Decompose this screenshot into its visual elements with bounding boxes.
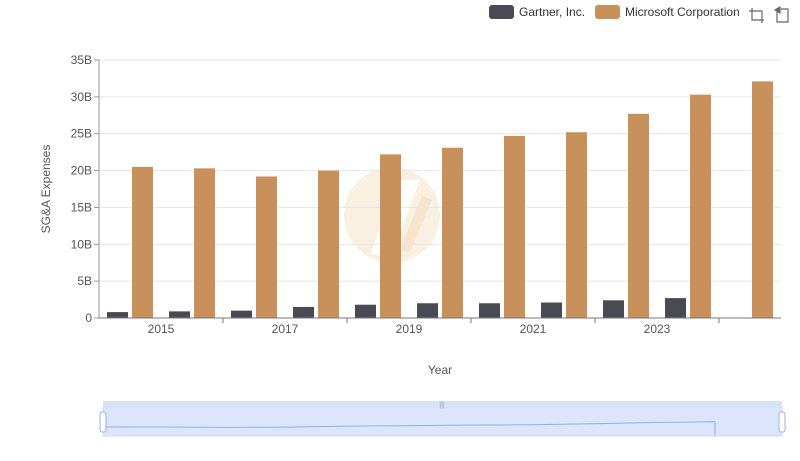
x-tick-label: 2015	[148, 322, 175, 336]
y-tick-label: 5B	[77, 274, 92, 288]
bar-gartner	[479, 303, 500, 318]
slider-handle-left[interactable]	[99, 411, 107, 433]
bars	[107, 81, 773, 319]
legend-swatch-gartner	[489, 5, 514, 19]
bar-gartner	[169, 311, 190, 318]
bar-gartner	[107, 312, 128, 318]
y-tick-label: 0	[85, 311, 92, 325]
x-tick-label: 2019	[396, 322, 423, 336]
bar-gartner	[293, 306, 314, 318]
x-tick-label: 2021	[520, 322, 547, 336]
restore-icon[interactable]	[773, 5, 789, 23]
bar-microsoft	[318, 170, 339, 318]
bar-microsoft	[504, 135, 525, 318]
y-tick-label: 30B	[71, 90, 92, 104]
x-tick-label: 2023	[644, 322, 671, 336]
bar-microsoft	[256, 176, 277, 318]
slider-data-shadow	[102, 421, 716, 436]
bar-gartner	[231, 310, 252, 318]
y-tick-label: 35B	[71, 53, 92, 67]
bar-microsoft	[380, 154, 401, 318]
bar-gartner	[355, 304, 376, 318]
legend-item-microsoft[interactable]: Microsoft Corporation	[595, 5, 740, 19]
x-tick-label: 2017	[272, 322, 299, 336]
bar-microsoft	[566, 132, 587, 318]
y-tick-label: 10B	[71, 237, 92, 251]
bar-gartner	[417, 303, 438, 318]
legend-label-microsoft: Microsoft Corporation	[625, 5, 740, 19]
legend-label-gartner: Gartner, Inc.	[519, 5, 585, 19]
slider-handle-right[interactable]	[778, 411, 786, 433]
x-axis-title: Year	[428, 363, 452, 377]
y-tick-label: 25B	[71, 127, 92, 141]
y-axis: 0 5B 10B 15B 20B 25B 30B 35B	[71, 53, 100, 325]
bar-gartner	[665, 298, 686, 318]
bar-microsoft	[194, 168, 215, 318]
slider-grip-icon[interactable]: |||	[439, 402, 445, 409]
y-tick-label: 15B	[71, 200, 92, 214]
bar-gartner	[603, 300, 624, 318]
zoom-icon[interactable]	[749, 8, 764, 23]
slider-top-bar[interactable]	[103, 401, 782, 408]
y-axis-title: SG&A Expenses	[39, 145, 53, 234]
bar-microsoft	[752, 81, 773, 319]
slider-selected-range	[102, 406, 783, 437]
legend-item-gartner[interactable]: Gartner, Inc.	[489, 5, 585, 19]
grid-lines	[99, 59, 781, 282]
bar-gartner	[541, 302, 562, 318]
bar-microsoft	[690, 94, 711, 318]
x-axis: 2015 2017 2019 2021 2023	[99, 317, 781, 336]
data-zoom-slider[interactable]: |||	[99, 401, 786, 437]
bar-microsoft	[132, 166, 153, 318]
legend-swatch-microsoft	[595, 5, 620, 19]
bar-microsoft	[628, 113, 649, 318]
bar-microsoft	[442, 147, 463, 318]
legend: Gartner, Inc. Microsoft Corporation	[489, 5, 740, 19]
y-tick-label: 20B	[71, 164, 92, 178]
